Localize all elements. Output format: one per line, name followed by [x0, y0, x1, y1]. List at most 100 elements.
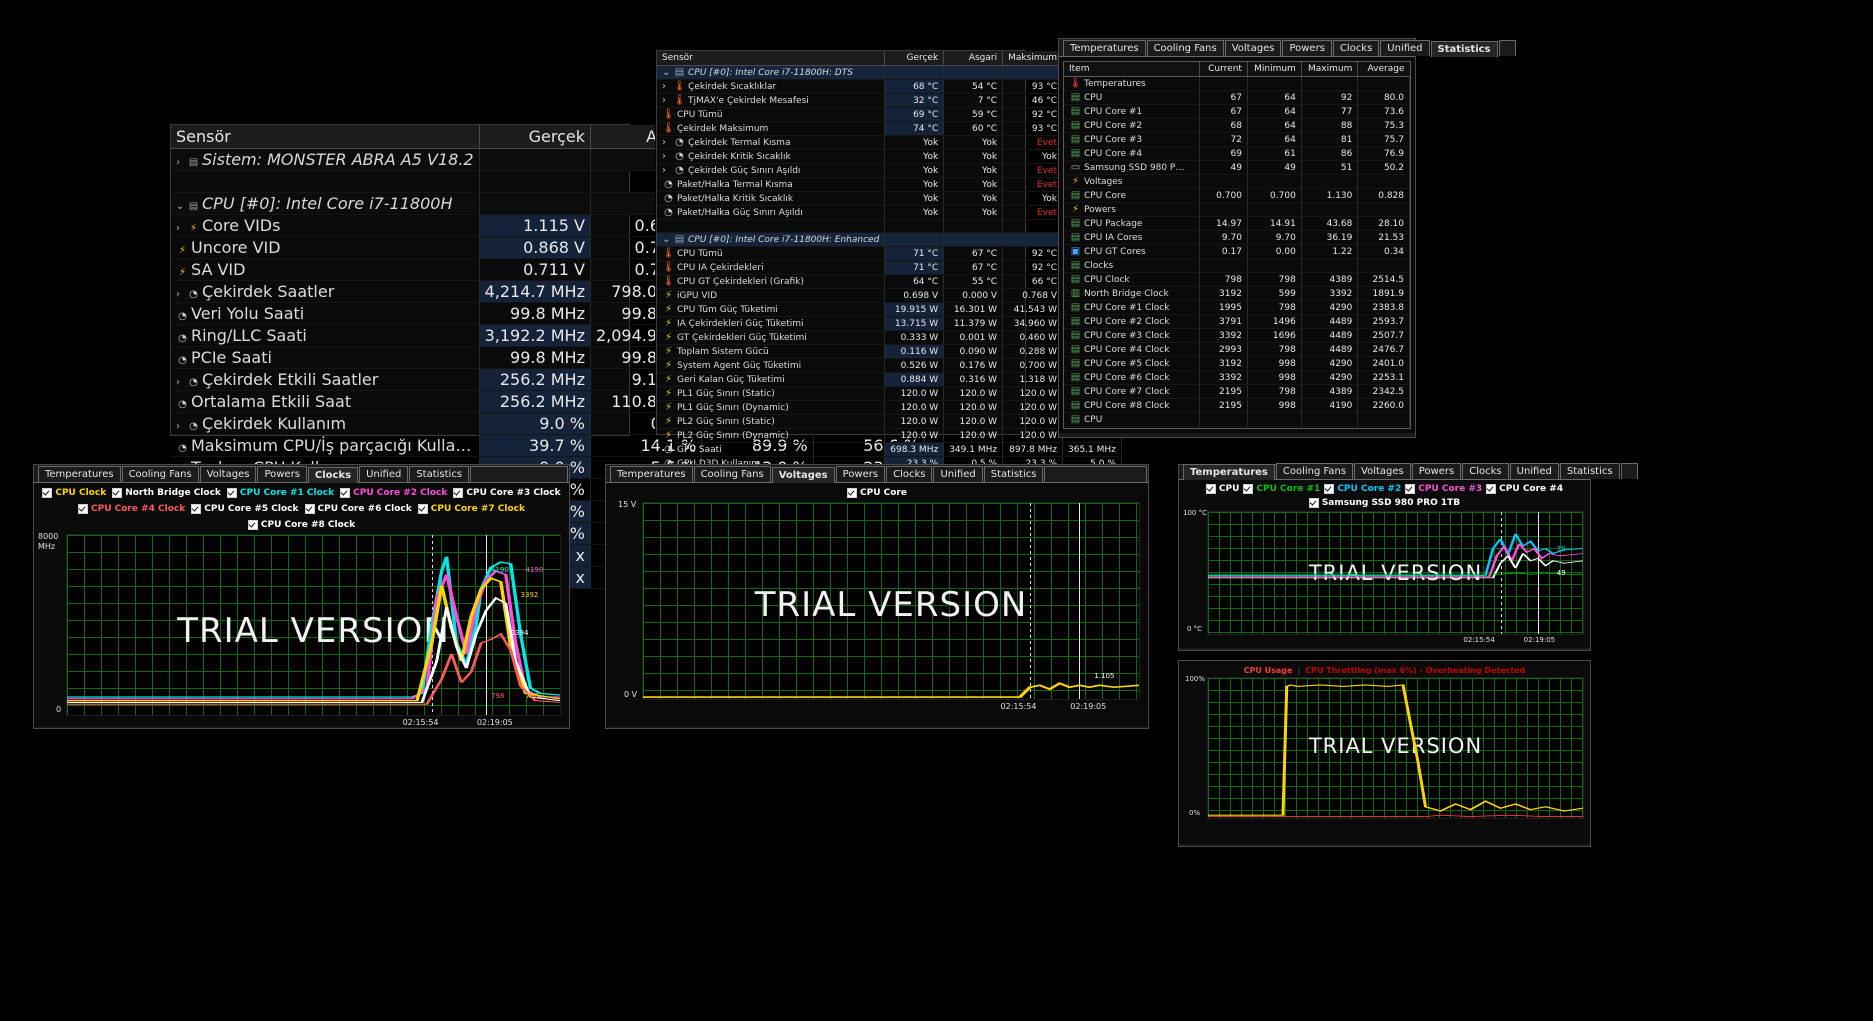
- legend-checkbox[interactable]: [226, 488, 237, 498]
- legend-checkbox[interactable]: [1324, 484, 1335, 494]
- expand-arrow-icon[interactable]: ›: [662, 137, 666, 148]
- mid-sensor-table[interactable]: Sensör Gerçek Asgari Maksimum Ortalama ⌄…: [657, 51, 1122, 513]
- voltages-graph-window[interactable]: Temperatures Cooling Fans Voltages Powers Cl…: [605, 464, 1149, 729]
- legend-item[interactable]: CPU Core #8 Clock: [247, 520, 355, 530]
- sensor-row[interactable]: ⚡ GT Çekirdekleri Güç Tüketimi 0.333 W 0.00…: [657, 330, 1122, 345]
- legend-checkbox[interactable]: [1205, 484, 1216, 494]
- legend-item[interactable]: CPU Core #2: [1324, 484, 1401, 494]
- tab-cooling-fans[interactable]: Cooling Fans: [1275, 463, 1354, 479]
- tab-powers[interactable]: Powers: [1411, 463, 1462, 479]
- cpu-usage-graph-window[interactable]: CPU Usage | CPU Throttling (max 6%) - Ov…: [1178, 660, 1591, 847]
- stat-group-row[interactable]: ⚡ Powers: [1064, 202, 1410, 217]
- clocks-tabbar[interactable]: Temperatures Cooling Fans Voltages Powers Cl…: [34, 465, 569, 483]
- stat-row[interactable]: ▤ CPU Core #1 Clock 1995 798 4290 2383.8: [1064, 300, 1410, 315]
- stat-group-row[interactable]: 🌡 Temperatures: [1064, 76, 1410, 91]
- legend-checkbox[interactable]: [112, 488, 123, 498]
- tab-temperatures[interactable]: Temperatures: [1183, 464, 1275, 480]
- expand-arrow-icon[interactable]: ⌄: [662, 67, 671, 78]
- legend-checkbox[interactable]: [453, 488, 464, 498]
- stat-row[interactable]: ▭ Samsung SSD 980 P… 49 49 51 50.2: [1064, 160, 1410, 175]
- legend-item[interactable]: CPU Core #4 Clock: [78, 504, 185, 514]
- sensor-row[interactable]: ⚡ Toplam Sistem Gücü 0.116 W 0.090 W 0.288 W…: [657, 344, 1122, 359]
- cursor-line-b[interactable]: [1538, 512, 1539, 634]
- stat-row[interactable]: ▤ CPU Core #5 Clock 3192 998 4290 2401.0: [1064, 356, 1410, 371]
- col-gercek[interactable]: Gerçek: [479, 125, 591, 149]
- clocks-plot-area[interactable]: TRIAL VERSION 4190 4190 3392 2394 798 79…: [66, 534, 561, 716]
- stat-row[interactable]: ▤CPU Utilization8410081.5: [1064, 426, 1410, 428]
- sensor-row[interactable]: [657, 219, 1122, 233]
- tab-statistics[interactable]: Statistics: [409, 466, 470, 482]
- stat-row[interactable]: ▤ CPU Package 14.97 14.91 43.68 28.10: [1064, 216, 1410, 231]
- expand-arrow-icon[interactable]: ›: [176, 421, 180, 432]
- expand-arrow-icon[interactable]: ›: [176, 157, 180, 168]
- left-sensor-window[interactable]: Sensör Gerçek Asgari Maksimum Ortalama ›…: [170, 124, 926, 589]
- sensor-row[interactable]: ⚡ PL2 Güç Sınırı (Static) 120.0 W 120.0 W 12…: [657, 414, 1122, 429]
- tab-statistics[interactable]: Statistics: [983, 466, 1044, 482]
- tab-clocks[interactable]: Clocks: [886, 466, 933, 482]
- tab-voltages[interactable]: Voltages: [771, 467, 835, 483]
- legend-item[interactable]: North Bridge Clock: [112, 488, 221, 498]
- tab-powers[interactable]: Powers: [1282, 40, 1332, 56]
- col-gercek[interactable]: Gerçek: [884, 51, 945, 66]
- expand-arrow-icon[interactable]: ⌄: [176, 201, 185, 212]
- expand-arrow-icon[interactable]: ›: [176, 289, 180, 300]
- legend-item[interactable]: CPU Core #3 Clock: [453, 488, 561, 498]
- legend-item[interactable]: CPU Clock: [42, 488, 106, 498]
- sensor-row[interactable]: › 🌡 TjMAX'e Çekirdek Mesafesi 32 °C 7 °C 46 °…: [657, 93, 1122, 108]
- tab-clocks[interactable]: Clocks: [307, 467, 359, 483]
- tab-cooling-fans[interactable]: Cooling Fans: [1146, 40, 1224, 56]
- usage-plot-area[interactable]: TRIAL VERSION: [1207, 677, 1584, 819]
- col-maksimum[interactable]: Maksimum: [1002, 51, 1063, 66]
- stat-row[interactable]: ▤ CPU Core #8 Clock 2195 998 4190 2260.0: [1064, 398, 1410, 413]
- legend-checkbox[interactable]: [42, 488, 53, 498]
- tab-temperatures[interactable]: Temperatures: [38, 466, 121, 482]
- sensor-row[interactable]: ◔ GPU Saati 698.3 MHz 349.1 MHz 897.8 MHz 365…: [657, 442, 1122, 457]
- cursor-line-a[interactable]: [1029, 503, 1031, 699]
- tab-unified[interactable]: Unified: [1380, 40, 1430, 56]
- stat-group-row[interactable]: ▤ Clocks: [1064, 258, 1410, 273]
- statistics-table[interactable]: Item Current Minimum Maximum Average 🌡 Te…: [1064, 62, 1410, 428]
- stat-row[interactable]: ▤ CPU Core #7 Clock 2195 798 4389 2342.5: [1064, 384, 1410, 399]
- mid-sensor-window[interactable]: Sensör Gerçek Asgari Maksimum Ortalama ⌄…: [656, 50, 1122, 513]
- legend-item[interactable]: CPU Core #1: [1243, 484, 1320, 494]
- sensor-row[interactable]: ◔ Paket/Halka Güç Sınırı Aşıldı Yok Yok Evet: [657, 205, 1122, 220]
- expand-arrow-icon[interactable]: ›: [176, 377, 180, 388]
- legend-item[interactable]: CPU Core #7 Clock: [417, 504, 525, 514]
- legend-checkbox[interactable]: [340, 488, 351, 498]
- legend-item[interactable]: CPU Core #1 Clock: [226, 488, 334, 498]
- sensor-row[interactable]: ◔ Paket/Halka Kritik Sıcaklık Yok Yok Yok: [657, 191, 1122, 206]
- col-maximum[interactable]: Maximum: [1301, 62, 1359, 77]
- sensor-row[interactable]: › ◔ Çekirdek Termal Kısma Yok Yok Evet: [657, 135, 1122, 150]
- sensor-row[interactable]: › ◔ Çekirdek Güç Sınırı Aşıldı Yok Yok Evet: [657, 163, 1122, 178]
- sensor-group-row[interactable]: ⌄ ▤ CPU [#0]: Intel Core i7-11800H: Enhanc…: [657, 232, 1122, 247]
- stat-row[interactable]: ▣ CPU GT Cores 0.17 0.00 1.22 0.34: [1064, 244, 1410, 259]
- stat-row[interactable]: ▤ CPU Core #3 72 64 81 75.7: [1064, 132, 1410, 147]
- legend-item[interactable]: CPU Core #5 Clock: [191, 504, 299, 514]
- sensor-row[interactable]: ⚡ System Agent Güç Tüketimi 0.526 W 0.176 W…: [657, 358, 1122, 373]
- tab-temperatures[interactable]: Temperatures: [1063, 40, 1146, 56]
- legend-checkbox[interactable]: [417, 504, 428, 514]
- legend-item[interactable]: CPU: [1205, 484, 1239, 494]
- tab-unified[interactable]: Unified: [933, 466, 983, 482]
- legend-item[interactable]: CPU Core #2 Clock: [340, 488, 447, 498]
- stat-row[interactable]: ▤ CPU Clock 798 798 4389 2514.5: [1064, 272, 1410, 287]
- legend-checkbox[interactable]: [1486, 484, 1497, 494]
- cursor-line-b[interactable]: [1079, 503, 1081, 699]
- sensor-row[interactable]: ⚡ PL1 Güç Sınırı (Static) 120.0 W 120.0 W 12…: [657, 386, 1122, 401]
- tab-clocks[interactable]: Clocks: [1462, 463, 1509, 479]
- col-current[interactable]: Current: [1199, 62, 1248, 77]
- tab-statistics[interactable]: Statistics: [1559, 463, 1620, 479]
- col-sensor[interactable]: Sensör: [171, 125, 480, 149]
- legend-checkbox[interactable]: [1405, 484, 1416, 494]
- legend-item[interactable]: CPU Core #3: [1405, 484, 1482, 494]
- expand-arrow-icon[interactable]: ›: [662, 151, 666, 162]
- sensor-row[interactable]: ⚡ CPU Tüm Güç Tüketimi 19.915 W 16.301 W 41.…: [657, 302, 1122, 317]
- tab-voltages[interactable]: Voltages: [1354, 463, 1411, 479]
- expand-arrow-icon[interactable]: ›: [176, 223, 180, 234]
- cursor-line-a[interactable]: [1500, 512, 1502, 634]
